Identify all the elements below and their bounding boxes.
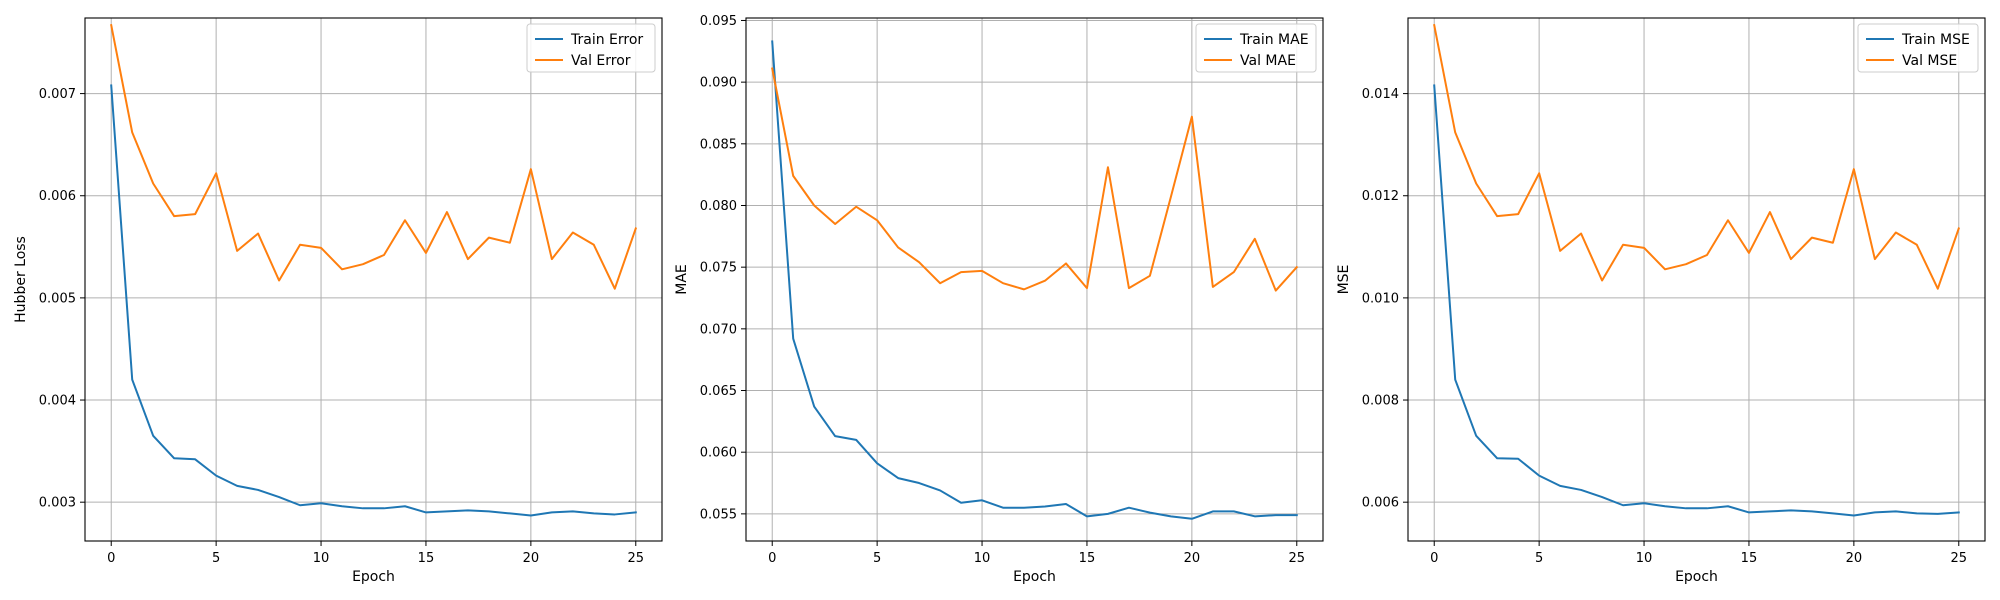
x-tick-label: 10 xyxy=(313,551,330,566)
x-tick-label: 25 xyxy=(627,551,644,566)
x-tick-label: 5 xyxy=(1535,551,1543,566)
chart-panel-2: 0 5 10 15 20 25 0.006 0.008 0.010 0.012 0.014 Epoch… xyxy=(1336,17,1986,585)
x-tick-label: 0 xyxy=(107,551,115,566)
x-tick-label: 15 xyxy=(418,551,435,566)
x-tick-label: 0 xyxy=(1430,551,1438,566)
axes-frame xyxy=(745,17,1324,542)
legend-entry: Train Error xyxy=(570,32,643,48)
chart-panel-1: 0 5 10 15 20 25 0.055 0.060 0.065 0.070 0.075 0.080… xyxy=(674,14,1324,585)
x-tick-label: 20 xyxy=(1184,551,1201,566)
y-tick-label: 0.003 xyxy=(39,496,76,511)
series-line-val xyxy=(771,67,1299,292)
y-tick-label: 0.012 xyxy=(1362,189,1399,204)
y-tick-label: 0.010 xyxy=(1362,291,1399,306)
x-tick-label: 10 xyxy=(1636,551,1653,566)
series-line-train xyxy=(110,84,637,517)
y-axis-label: MSE xyxy=(1336,265,1352,295)
legend-entry: Train MAE xyxy=(1239,32,1309,48)
x-tick-label: 10 xyxy=(974,551,991,566)
x-tick-label: 5 xyxy=(873,551,881,566)
y-tick-label: 0.070 xyxy=(700,322,737,337)
series-line-train xyxy=(1433,84,1960,517)
y-tick-label: 0.005 xyxy=(39,291,76,306)
x-tick-label: 25 xyxy=(1288,551,1305,566)
x-tick-label: 0 xyxy=(768,551,776,566)
axes-frame xyxy=(84,17,663,542)
y-tick-label: 0.060 xyxy=(700,446,737,461)
y-tick-label: 0.090 xyxy=(700,76,737,91)
y-tick-label: 0.075 xyxy=(700,261,737,276)
legend: Train Error Val Error xyxy=(526,23,656,73)
y-tick-label: 0.004 xyxy=(39,394,76,409)
x-tick-label: 15 xyxy=(1079,551,1096,566)
y-tick-label: 0.055 xyxy=(700,507,737,522)
legend-entry: Train MSE xyxy=(1901,32,1970,48)
y-tick-label: 0.006 xyxy=(1362,496,1399,511)
legend-entry: Val Error xyxy=(571,53,631,69)
y-tick-label: 0.080 xyxy=(700,199,737,214)
y-tick-label: 0.085 xyxy=(700,137,737,152)
series-line-val xyxy=(110,23,638,290)
y-tick-label: 0.008 xyxy=(1362,394,1399,409)
x-tick-label: 5 xyxy=(212,551,220,566)
x-tick-label: 20 xyxy=(523,551,540,566)
series-line-val xyxy=(1433,23,1961,290)
legend-entry: Val MSE xyxy=(1902,53,1957,69)
x-axis-label: Epoch xyxy=(352,569,395,585)
y-tick-label: 0.006 xyxy=(39,189,76,204)
y-tick-label: 0.014 xyxy=(1362,87,1399,102)
y-axis-label: MAE xyxy=(674,264,690,295)
x-axis-label: Epoch xyxy=(1675,569,1718,585)
axes-frame xyxy=(1407,17,1986,542)
x-tick-label: 20 xyxy=(1846,551,1863,566)
chart-panel-0: 0 5 10 15 20 25 0.003 0.004 0.005 0.006 0.007 Epoch… xyxy=(13,17,663,585)
legend: Train MSE Val MSE xyxy=(1857,23,1979,73)
y-tick-label: 0.007 xyxy=(39,87,76,102)
x-tick-label: 15 xyxy=(1741,551,1758,566)
y-tick-label: 0.065 xyxy=(700,384,737,399)
y-tick-label: 0.095 xyxy=(700,14,737,29)
x-axis-label: Epoch xyxy=(1013,569,1056,585)
series-line-train xyxy=(771,40,1298,520)
y-axis-label: Hubber Loss xyxy=(13,236,29,323)
legend: Train MAE Val MAE xyxy=(1195,23,1317,73)
x-tick-label: 25 xyxy=(1950,551,1967,566)
legend-entry: Val MAE xyxy=(1240,53,1296,69)
